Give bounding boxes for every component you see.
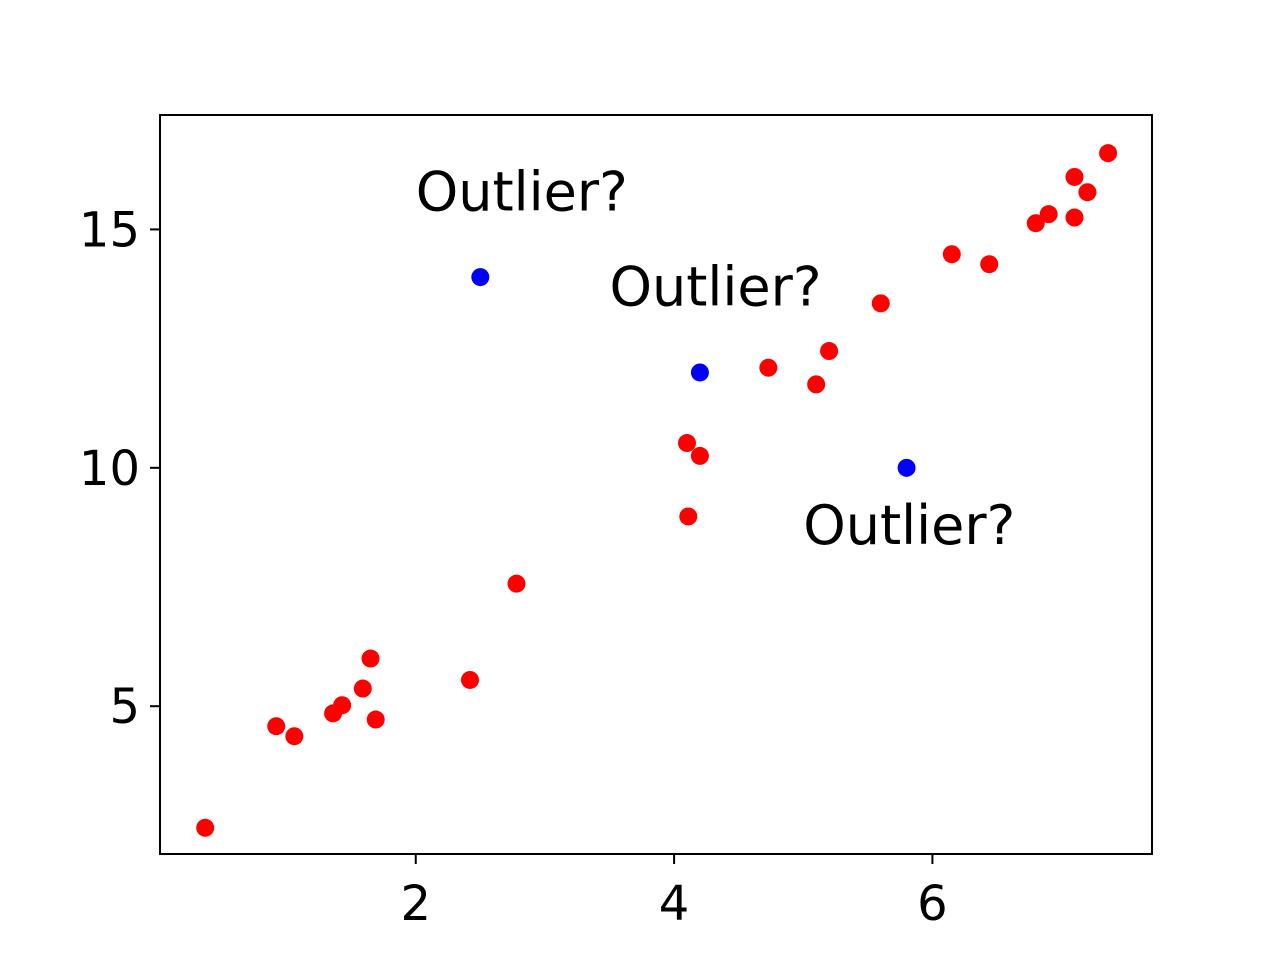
data-point bbox=[690, 446, 709, 465]
data-point bbox=[897, 458, 916, 477]
data-point bbox=[1026, 214, 1045, 233]
x-tick-label: 2 bbox=[400, 876, 431, 932]
data-point bbox=[1065, 208, 1084, 227]
y-tick-label: 10 bbox=[79, 441, 140, 497]
data-point bbox=[353, 679, 372, 698]
plot-frame bbox=[159, 114, 1153, 855]
plot-area bbox=[160, 115, 1152, 854]
data-point bbox=[679, 507, 698, 526]
y-tick-label: 15 bbox=[79, 202, 140, 258]
data-point bbox=[1039, 205, 1058, 224]
data-point bbox=[690, 363, 709, 382]
axes-layer: 2 4 6 5 10 15 bbox=[79, 202, 948, 932]
data-point bbox=[871, 294, 890, 313]
data-point bbox=[361, 649, 380, 668]
data-point bbox=[942, 245, 961, 264]
annotation-label: Outlier? bbox=[416, 160, 628, 223]
data-point bbox=[1065, 167, 1084, 186]
points-layer bbox=[196, 144, 1118, 837]
data-point bbox=[366, 710, 385, 729]
data-point bbox=[285, 727, 304, 746]
data-point bbox=[471, 268, 490, 287]
data-point bbox=[820, 342, 839, 361]
data-point bbox=[196, 818, 215, 837]
x-tick-label: 6 bbox=[917, 876, 948, 932]
data-point bbox=[1099, 144, 1118, 163]
data-point bbox=[807, 375, 826, 394]
x-tick-label: 4 bbox=[659, 876, 690, 932]
data-point bbox=[267, 717, 286, 736]
annotations-layer: Outlier? Outlier? Outlier? bbox=[416, 160, 1016, 557]
data-point bbox=[507, 574, 526, 593]
data-point bbox=[678, 434, 696, 453]
annotation-label: Outlier? bbox=[610, 256, 822, 319]
data-point bbox=[980, 255, 999, 274]
y-tick-label: 5 bbox=[109, 679, 140, 735]
annotation-label: Outlier? bbox=[803, 494, 1015, 557]
data-point bbox=[461, 670, 479, 689]
data-point bbox=[333, 696, 352, 715]
data-point bbox=[759, 358, 778, 377]
data-point bbox=[1078, 183, 1097, 202]
